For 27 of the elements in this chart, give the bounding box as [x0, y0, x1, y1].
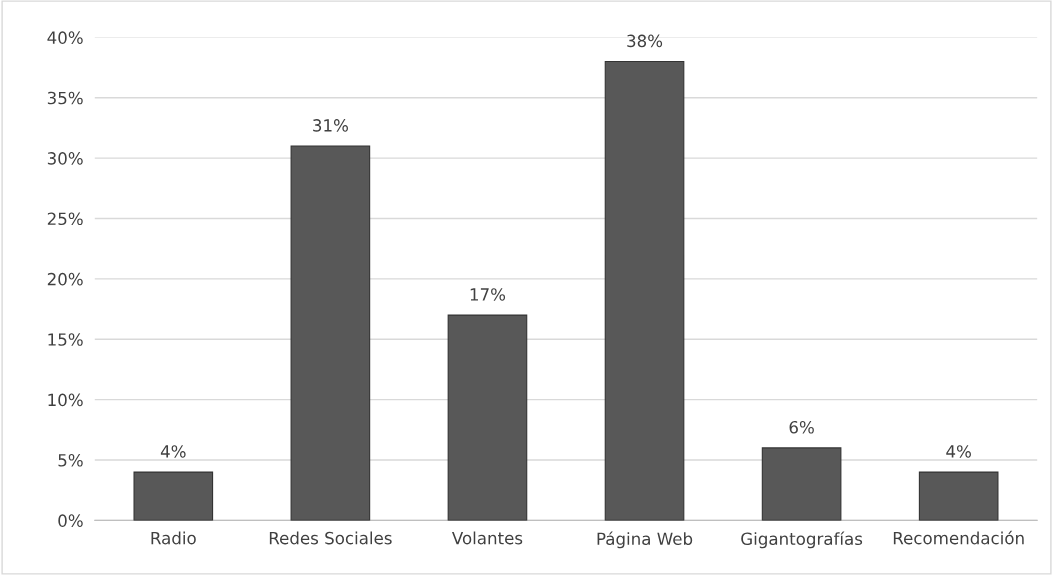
data-label: 31%: [313, 119, 348, 132]
data-label: 4%: [946, 445, 971, 458]
data-label: 17%: [470, 288, 506, 301]
y-tick-label: 20%: [47, 272, 83, 286]
y-tick-label: 0%: [58, 514, 83, 527]
y-tick-label: 25%: [47, 212, 83, 226]
x-tick-label: Redes Sociales: [269, 531, 392, 545]
y-tick-label: 35%: [47, 91, 83, 105]
data-label: 4%: [160, 445, 186, 458]
x-tick-label: Página Web: [597, 531, 693, 549]
y-tick-label: 10%: [48, 393, 83, 407]
bar: [604, 60, 685, 521]
bar: [918, 471, 999, 521]
y-tick-label: 40%: [47, 31, 83, 44]
y-tick-label: 15%: [48, 333, 83, 346]
y-tick-label: 5%: [58, 453, 83, 467]
x-tick-label: Recomendación: [893, 530, 1024, 545]
bar: [290, 145, 371, 521]
x-tick-label: Radio: [151, 531, 196, 545]
x-tick-label: Volantes: [451, 531, 523, 545]
data-label: 38%: [627, 34, 663, 48]
y-tick-label: 30%: [47, 152, 83, 165]
bar: [761, 447, 842, 521]
x-tick-label: Gigantografías: [741, 531, 863, 549]
data-label: 6%: [789, 420, 814, 434]
bar: [447, 314, 528, 521]
bar: [133, 471, 214, 521]
